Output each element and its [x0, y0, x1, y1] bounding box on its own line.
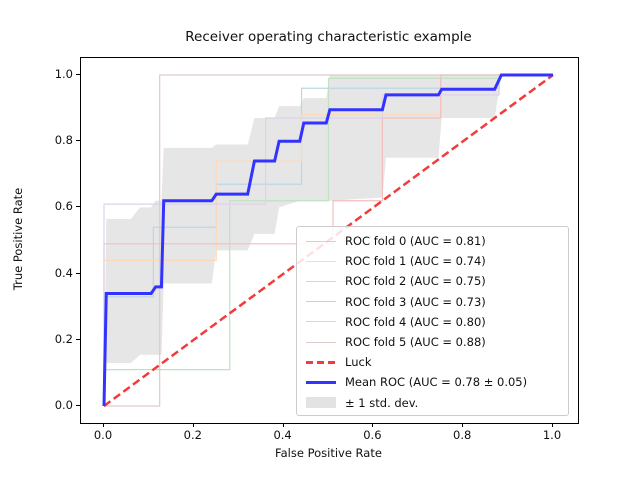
- legend-item: ROC fold 4 (AUC = 0.80): [297, 312, 568, 332]
- x-tick: [552, 423, 553, 427]
- x-tick-label: 0.2: [183, 428, 202, 442]
- std-dev-band: [104, 75, 502, 406]
- y-tick-label: 0.8: [54, 133, 73, 148]
- x-tick: [282, 423, 284, 427]
- x-tick-label: 0.6: [363, 428, 382, 442]
- x-tick-label: 0.8: [453, 428, 472, 442]
- legend-label: ROC fold 3 (AUC = 0.73): [345, 294, 486, 309]
- legend-item: ROC fold 3 (AUC = 0.73): [297, 292, 568, 312]
- x-tick: [192, 423, 194, 427]
- y-tick: [76, 338, 80, 340]
- legend-line-swatch: [306, 321, 336, 323]
- legend-thick-line-swatch: [306, 380, 336, 384]
- legend-item: ROC fold 0 (AUC = 0.81): [297, 231, 568, 251]
- legend-label: ROC fold 1 (AUC = 0.74): [345, 254, 486, 269]
- chart-title: Receiver operating characteristic exampl…: [185, 29, 472, 45]
- y-tick: [76, 140, 80, 142]
- y-tick-label: 0.6: [54, 199, 73, 214]
- legend-item: Mean ROC (AUC = 0.78 ± 0.05): [297, 372, 568, 392]
- y-tick: [76, 405, 80, 406]
- y-tick: [76, 206, 80, 208]
- legend-item: ROC fold 5 (AUC = 0.88): [297, 332, 568, 352]
- y-tick-label: 0.0: [54, 398, 73, 412]
- legend-patch-swatch: [306, 397, 336, 409]
- y-tick-label: 0.4: [54, 265, 73, 280]
- legend-label: Mean ROC (AUC = 0.78 ± 0.05): [345, 375, 528, 390]
- legend-item: Luck: [297, 352, 568, 372]
- legend-label: ROC fold 0 (AUC = 0.81): [345, 234, 486, 249]
- y-tick-label: 0.2: [54, 331, 73, 346]
- legend-line-swatch: [306, 280, 336, 282]
- legend-label: ROC fold 2 (AUC = 0.75): [345, 274, 486, 289]
- x-tick-label: 0.4: [273, 428, 292, 442]
- y-tick-label: 1.0: [54, 67, 73, 81]
- legend-item: ROC fold 1 (AUC = 0.74): [297, 251, 568, 271]
- x-tick: [103, 423, 104, 427]
- x-tick: [462, 423, 464, 427]
- legend-item: ± 1 std. dev.: [297, 393, 568, 413]
- x-axis-label: False Positive Rate: [275, 446, 382, 460]
- x-tick-label: 1.0: [542, 428, 562, 442]
- x-tick: [372, 423, 374, 427]
- legend-line-swatch: [306, 301, 336, 303]
- legend-line-swatch: [306, 260, 336, 262]
- y-tick: [76, 272, 80, 274]
- y-tick: [76, 74, 80, 75]
- legend-label: ROC fold 4 (AUC = 0.80): [345, 314, 486, 329]
- legend-line-swatch: [306, 240, 336, 242]
- legend-line-swatch: [306, 341, 336, 343]
- legend-dashed-line-swatch: [306, 360, 336, 364]
- curve-roc-fold-5-auc-0-88-: [104, 74, 553, 407]
- legend-label: Luck: [345, 355, 372, 370]
- curve-mean-roc-auc-0-78-0-05-: [102, 73, 553, 407]
- legend-label: ± 1 std. dev.: [345, 395, 419, 410]
- y-axis-label: True Positive Rate: [11, 187, 25, 291]
- legend-item: ROC fold 2 (AUC = 0.75): [297, 271, 568, 291]
- legend-label: ROC fold 5 (AUC = 0.88): [345, 335, 486, 350]
- legend: ROC fold 0 (AUC = 0.81) ROC fold 1 (AUC =…: [296, 226, 569, 416]
- x-tick-label: 0.0: [93, 428, 113, 442]
